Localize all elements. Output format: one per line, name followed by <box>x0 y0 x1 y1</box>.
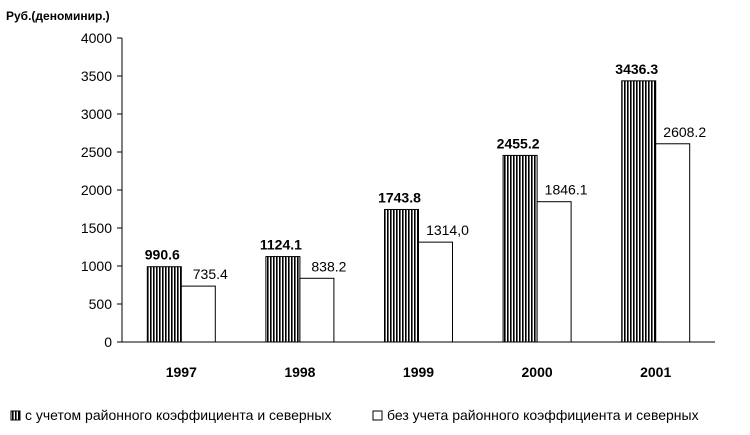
bar-with-coefficient <box>146 266 182 343</box>
x-axis-labels: 1997 1998 1999 2000 2001 <box>166 364 672 380</box>
legend: с учетом районного коэффициента и северн… <box>10 407 699 423</box>
x-category-label: 1998 <box>284 364 315 380</box>
x-category-label: 1997 <box>166 364 197 380</box>
data-label-without-coefficient: 838.2 <box>311 258 346 274</box>
y-tick-label: 3000 <box>81 106 112 122</box>
data-label-without-coefficient: 1846.1 <box>545 182 588 198</box>
y-axis-label: Руб.(деноминир.) <box>6 9 110 23</box>
y-tick-label: 2500 <box>81 144 112 160</box>
data-label-without-coefficient: 2608.2 <box>663 124 706 140</box>
bar-without-coefficient <box>418 241 453 343</box>
x-category-label: 2000 <box>522 364 553 380</box>
y-tick-label: 1000 <box>81 258 112 274</box>
bar-without-coefficient <box>536 201 572 343</box>
data-label-with-coefficient: 2455.2 <box>497 135 540 151</box>
data-label-with-coefficient: 3436.3 <box>615 61 658 77</box>
x-category-label: 2001 <box>640 364 671 380</box>
bar-without-coefficient <box>655 143 691 343</box>
bars: 990.6 735.4 1124.1 838.2 1743.8 1314,0 2455.2 1… <box>145 61 706 343</box>
legend-swatch-without-coefficient <box>372 410 383 421</box>
bar-without-coefficient <box>299 277 335 343</box>
y-axis: 0 500 1000 1500 2000 2500 3000 3500 4000 <box>81 30 715 350</box>
y-tick-label: 2000 <box>81 182 112 198</box>
legend-swatch-with-coefficient <box>10 410 21 421</box>
data-label-without-coefficient: 735.4 <box>193 266 228 282</box>
bar-with-coefficient <box>384 208 419 343</box>
data-label-with-coefficient: 990.6 <box>145 247 180 263</box>
data-label-without-coefficient: 1314,0 <box>426 222 469 238</box>
bar-without-coefficient <box>180 285 216 343</box>
y-tick-label: 4000 <box>81 30 112 46</box>
bar-with-coefficient <box>621 80 657 343</box>
y-tick-label: 0 <box>104 334 112 350</box>
data-label-with-coefficient: 1124.1 <box>260 237 302 253</box>
x-category-label: 1999 <box>403 364 434 380</box>
bar-with-coefficient <box>265 256 301 343</box>
legend-label-with-coefficient: с учетом районного коэффициента и северн… <box>25 407 331 423</box>
y-tick-label: 3500 <box>81 68 112 84</box>
y-tick-label: 1500 <box>81 220 112 236</box>
data-label-with-coefficient: 1743.8 <box>378 189 421 205</box>
y-tick-label: 500 <box>89 296 113 312</box>
bar-with-coefficient <box>502 154 538 343</box>
legend-label-without-coefficient: без учета районного коэффициента и север… <box>387 407 699 423</box>
